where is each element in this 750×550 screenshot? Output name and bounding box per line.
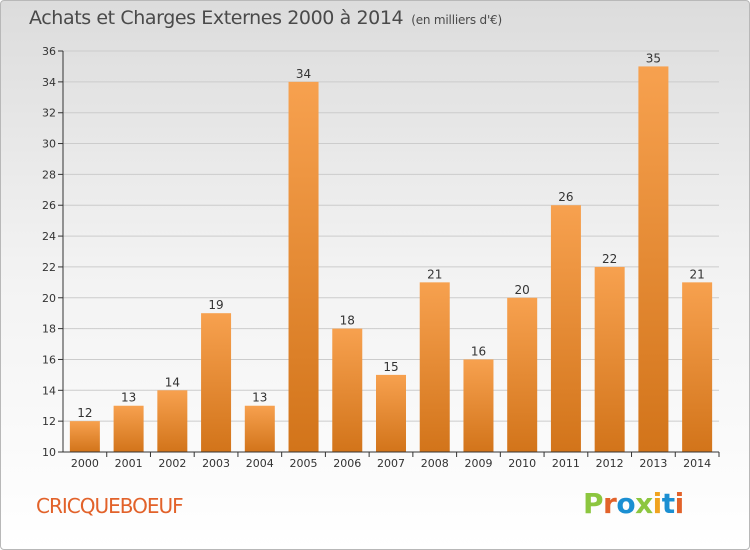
logo-letter: i: [674, 487, 685, 520]
data-label: 16: [471, 344, 486, 358]
proxiti-logo[interactable]: Proxiti: [583, 487, 684, 520]
commune-name: CRICQUEBOEUF: [36, 494, 184, 518]
data-label: 21: [689, 267, 704, 281]
y-tick-labels: 10 12 14 16 18 20 22 24 26 28 30 32 34 36: [42, 45, 63, 459]
logo-letter: P: [583, 487, 604, 520]
x-tick-label: 2013: [639, 457, 667, 470]
data-label: 15: [383, 360, 398, 374]
bar-2009: [463, 359, 494, 452]
bar-2014: [682, 282, 713, 452]
data-label: 13: [252, 391, 267, 405]
y-tick-label: 22: [42, 261, 56, 274]
bar-2012: [594, 266, 625, 452]
x-tick-label: 2010: [508, 457, 536, 470]
bar-2008: [419, 282, 450, 452]
y-tick-label: 12: [42, 415, 56, 428]
data-label: 26: [558, 190, 573, 204]
data-labels: 12 13 14 19 13 34 18 15 21 16 20 26 22 35 21: [77, 51, 705, 420]
bar-2005: [288, 81, 319, 452]
bars: [69, 66, 713, 452]
data-label: 35: [646, 51, 661, 65]
data-label: 19: [208, 298, 223, 312]
data-label: 18: [340, 314, 355, 328]
logo-letter: o: [616, 487, 636, 520]
bar-2007: [376, 374, 406, 452]
logo-letter: x: [635, 487, 653, 520]
y-tick-label: 28: [42, 168, 56, 181]
x-tick-label: 2005: [290, 457, 318, 470]
title-unit: (en milliers d'€): [411, 13, 502, 27]
x-tick-label: 2000: [71, 457, 99, 470]
y-tick-label: 30: [42, 138, 56, 151]
bar-2000: [69, 421, 100, 452]
chart-title: Achats et Charges Externes 2000 à 2014 (e…: [29, 7, 502, 29]
title-main: Achats et Charges Externes 2000 à 2014: [29, 7, 404, 29]
y-tick-label: 36: [42, 45, 56, 58]
x-tick-label: 2011: [552, 457, 580, 470]
x-tick-label: 2009: [464, 457, 492, 470]
bar-2001: [113, 405, 144, 452]
logo-letter: t: [661, 487, 675, 520]
logo-letter: r: [603, 487, 617, 520]
x-tick-label: 2003: [202, 457, 230, 470]
y-tick-label: 14: [42, 384, 56, 397]
data-label: 20: [515, 283, 530, 297]
y-tick-label: 34: [42, 76, 56, 89]
x-tick-label: 2012: [596, 457, 624, 470]
y-tick-label: 20: [42, 292, 56, 305]
y-tick-label: 16: [42, 353, 56, 366]
bar-2010: [507, 297, 538, 452]
logo-letter: i: [652, 487, 663, 520]
x-tick-labels: 2000 2001 2002 2003 2004 2005 2006 2007 2008 2009…: [71, 452, 720, 470]
bar-2002: [157, 390, 188, 452]
y-tick-label: 32: [42, 107, 56, 120]
y-tick-label: 26: [42, 199, 56, 212]
data-label: 22: [602, 252, 617, 266]
data-label: 21: [427, 267, 442, 281]
data-label: 13: [121, 391, 136, 405]
x-tick-label: 2002: [158, 457, 186, 470]
x-tick-label: 2006: [333, 457, 361, 470]
y-tick-label: 18: [42, 323, 56, 336]
data-label: 14: [165, 375, 180, 389]
x-tick-label: 2004: [246, 457, 274, 470]
x-tick-label: 2008: [421, 457, 449, 470]
bar-2006: [332, 328, 363, 452]
bar-2004: [244, 405, 275, 452]
bar-2013: [638, 66, 669, 452]
data-label: 12: [77, 406, 92, 420]
axes: [62, 51, 719, 453]
x-tick-label: 2007: [377, 457, 405, 470]
y-tick-label: 10: [42, 446, 56, 459]
x-tick-label: 2001: [115, 457, 143, 470]
x-tick-label: 2014: [683, 457, 711, 470]
bar-2003: [201, 313, 232, 452]
y-tick-label: 24: [42, 230, 56, 243]
data-label: 34: [296, 67, 311, 81]
bar-2011: [550, 205, 581, 452]
